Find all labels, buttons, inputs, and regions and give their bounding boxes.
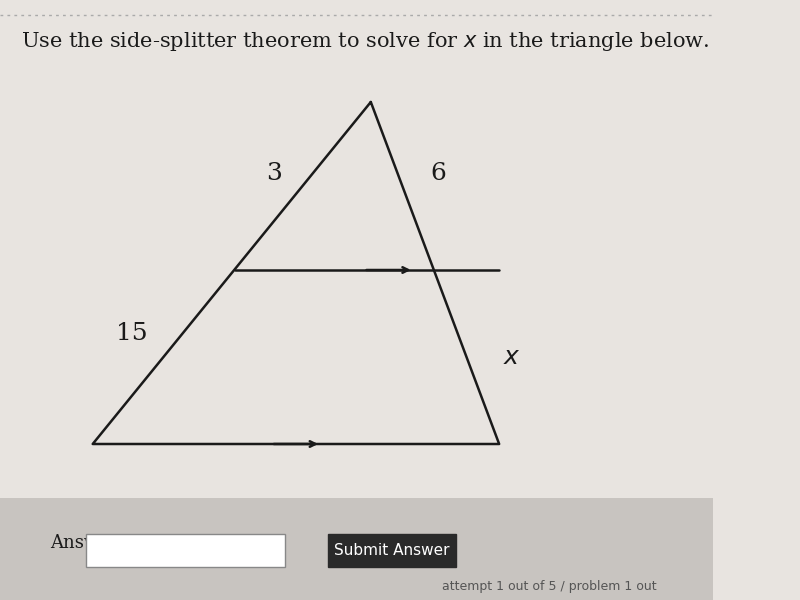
FancyBboxPatch shape [328, 534, 456, 567]
Text: Answer:: Answer: [50, 534, 125, 552]
Text: 3: 3 [266, 163, 282, 185]
FancyBboxPatch shape [0, 498, 713, 600]
Text: $x$: $x$ [503, 346, 521, 368]
Text: attempt 1 out of 5 / problem 1 out: attempt 1 out of 5 / problem 1 out [442, 580, 657, 593]
Text: Submit Answer: Submit Answer [334, 543, 450, 558]
FancyBboxPatch shape [86, 534, 286, 567]
Text: 6: 6 [430, 163, 446, 185]
Text: 15: 15 [116, 322, 148, 344]
Text: Use the side-splitter theorem to solve for $x$ in the triangle below.: Use the side-splitter theorem to solve f… [22, 30, 710, 53]
